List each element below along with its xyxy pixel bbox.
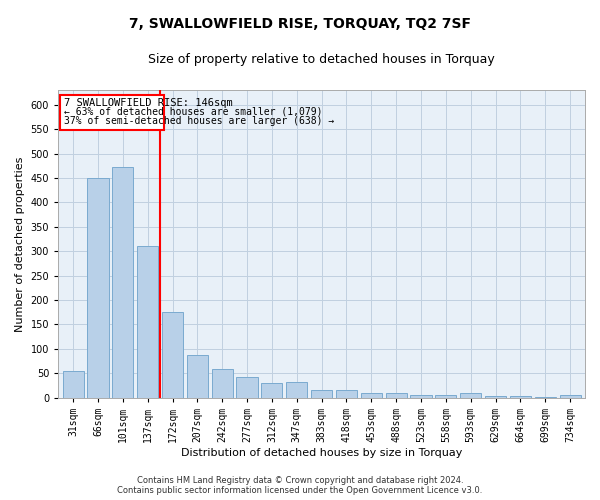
Text: 7, SWALLOWFIELD RISE, TORQUAY, TQ2 7SF: 7, SWALLOWFIELD RISE, TORQUAY, TQ2 7SF: [129, 18, 471, 32]
Bar: [460, 394, 481, 398]
Bar: [212, 370, 233, 398]
Bar: [386, 393, 407, 398]
Bar: [336, 390, 357, 398]
X-axis label: Distribution of detached houses by size in Torquay: Distribution of detached houses by size …: [181, 448, 462, 458]
Title: Size of property relative to detached houses in Torquay: Size of property relative to detached ho…: [148, 52, 495, 66]
Bar: [60, 95, 164, 130]
Bar: [262, 383, 283, 398]
Text: Contains HM Land Registry data © Crown copyright and database right 2024.
Contai: Contains HM Land Registry data © Crown c…: [118, 476, 482, 495]
Text: ← 63% of detached houses are smaller (1,079): ← 63% of detached houses are smaller (1,…: [64, 106, 323, 117]
Bar: [311, 390, 332, 398]
Text: 7 SWALLOWFIELD RISE: 146sqm: 7 SWALLOWFIELD RISE: 146sqm: [64, 98, 233, 108]
Bar: [62, 372, 83, 398]
Bar: [535, 396, 556, 398]
Bar: [187, 354, 208, 398]
Bar: [510, 396, 531, 398]
Bar: [435, 394, 457, 398]
Text: 37% of semi-detached houses are larger (638) →: 37% of semi-detached houses are larger (…: [64, 116, 335, 126]
Bar: [88, 178, 109, 398]
Bar: [560, 395, 581, 398]
Bar: [361, 393, 382, 398]
Bar: [485, 396, 506, 398]
Bar: [236, 377, 257, 398]
Bar: [410, 394, 431, 398]
Bar: [162, 312, 183, 398]
Bar: [112, 168, 133, 398]
Bar: [286, 382, 307, 398]
Bar: [137, 246, 158, 398]
Y-axis label: Number of detached properties: Number of detached properties: [15, 156, 25, 332]
